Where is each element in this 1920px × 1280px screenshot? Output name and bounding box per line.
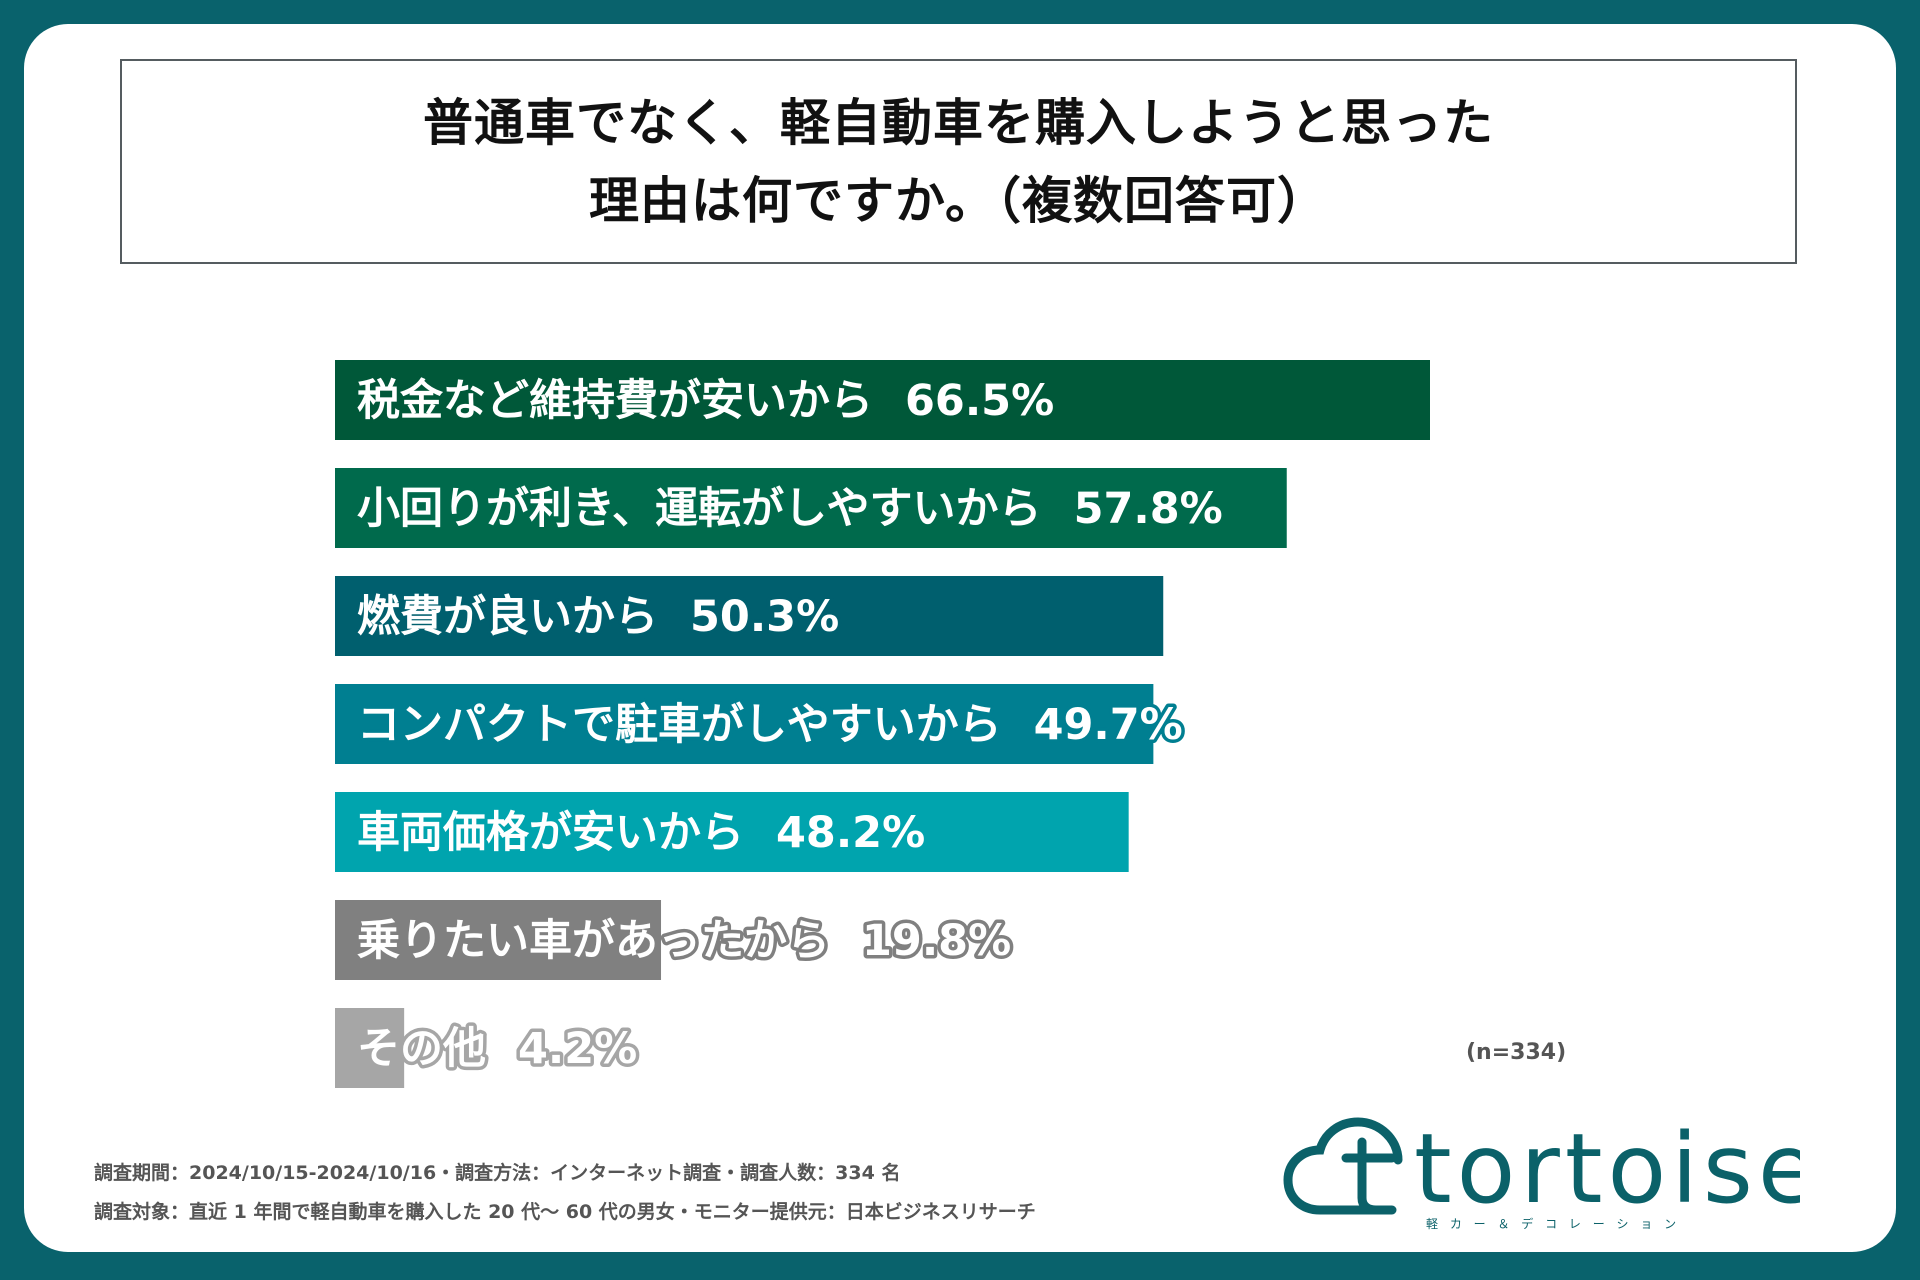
title-box: 普通車でなく、軽自動車を購入しようと思った 理由は何ですか。（複数回答可） bbox=[120, 59, 1797, 264]
category-label-2: 小回りが利き、運転がしやすいから bbox=[357, 484, 1042, 534]
logo-wordmark: tortoise bbox=[1414, 1113, 1800, 1225]
footnote-survey-period: 調査期間：2024/10/15-2024/10/16・調査方法：インターネット調… bbox=[94, 1162, 901, 1184]
title-line-2: 理由は何ですか。（複数回答可） bbox=[589, 171, 1328, 230]
value-label-2: 57.8% bbox=[1074, 484, 1223, 534]
bar-3 bbox=[335, 576, 1164, 656]
logo-tagline: 軽 カ ー ＆ デ コ レ ー シ ョ ン bbox=[1426, 1216, 1680, 1230]
category-label-4: コンパクトで駐車がしやすいから bbox=[357, 700, 1002, 750]
value-label-6: 19.8% bbox=[862, 916, 1011, 966]
tortoise-logo: tortoise 軽 カ ー ＆ デ コ レ ー シ ョ ン bbox=[1283, 1113, 1800, 1230]
bar-1 bbox=[335, 360, 1430, 440]
bar-6 bbox=[335, 900, 662, 980]
bar-5 bbox=[335, 792, 1129, 872]
bar-label-7: その他 4.2% bbox=[357, 1024, 637, 1074]
bar-7 bbox=[335, 1008, 405, 1088]
footnote-survey-target: 調査対象：直近 1 年間で軽自動車を購入した 20 代〜 60 代の男女・モニタ… bbox=[94, 1201, 1036, 1223]
bar-label-5: 車両価格が安いから 48.2% bbox=[357, 808, 925, 858]
bar-label-6: 乗りたい車があったから 19.8% bbox=[357, 916, 1011, 966]
category-label-3: 燃費が良いから bbox=[357, 592, 658, 642]
bar-label-4: コンパクトで駐車がしやすいから 49.7% bbox=[357, 700, 1183, 750]
category-label-6: 乗りたい車があったから bbox=[357, 916, 830, 966]
category-label-7: その他 bbox=[357, 1024, 486, 1074]
bar-label-3: 燃費が良いから 50.3% bbox=[357, 592, 839, 642]
category-label-1: 税金など維持費が安いから bbox=[357, 376, 873, 426]
sample-size-note: (n=334) bbox=[1466, 1040, 1567, 1065]
title-line-1: 普通車でなく、軽自動車を購入しようと思った bbox=[423, 93, 1494, 152]
value-label-4: 49.7% bbox=[1034, 700, 1183, 750]
value-label-3: 50.3% bbox=[690, 592, 839, 642]
bar-label-2: 小回りが利き、運転がしやすいから 57.8% bbox=[357, 484, 1223, 534]
category-label-5: 車両価格が安いから bbox=[357, 808, 744, 858]
bar-label-1: 税金など維持費が安いから 66.5% bbox=[357, 376, 1054, 426]
bar-4 bbox=[335, 684, 1154, 764]
value-label-1: 66.5% bbox=[905, 376, 1054, 426]
value-label-5: 48.2% bbox=[776, 808, 925, 858]
value-label-7: 4.2% bbox=[518, 1024, 637, 1074]
bar-2 bbox=[335, 468, 1287, 548]
